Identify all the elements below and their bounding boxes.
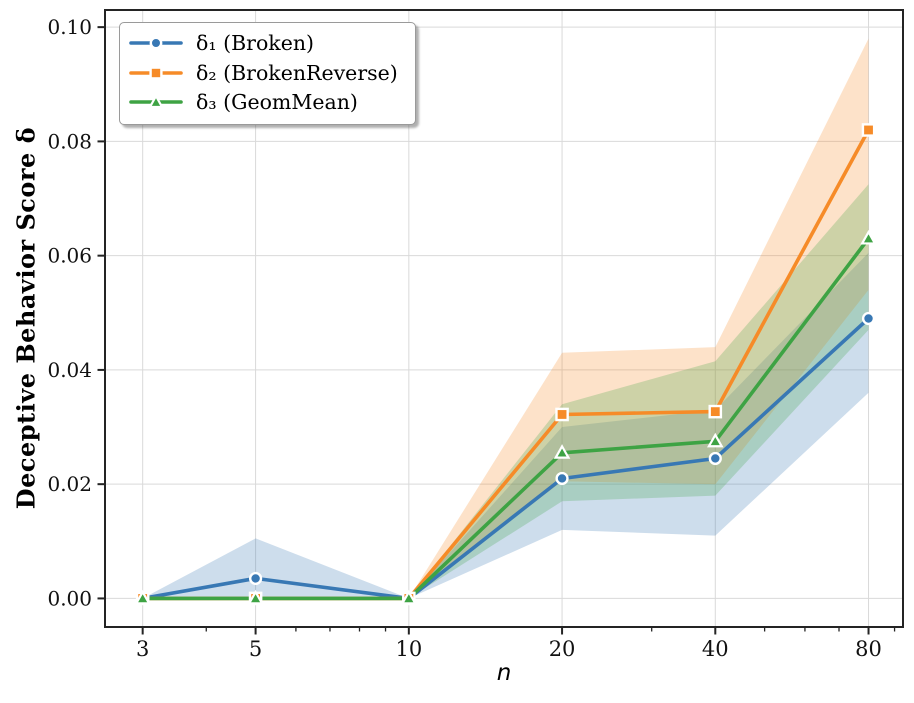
x-tick-label: 20	[549, 637, 576, 661]
y-tick-label: 0.08	[47, 129, 92, 153]
legend-key-triangle-icon	[129, 94, 183, 109]
data-line-series-2	[140, 236, 871, 601]
data-line-series-0	[140, 316, 871, 601]
confidence-band-series-1	[142, 38, 869, 599]
y-tick-label: 0.04	[47, 358, 92, 382]
y-tick-label: 0.10	[47, 15, 92, 39]
axes-spines	[104, 9, 904, 628]
legend-item-series-1: δ₂ (BrokenReverse)	[129, 60, 398, 85]
x-tick-label: 10	[395, 637, 422, 661]
x-tick-label: 3	[136, 637, 149, 661]
tick-labels: 0.00 0.02 0.04 0.06 0.08 0.10 3 5 10 20 40 80	[47, 15, 881, 661]
x-tick-label: 80	[855, 637, 882, 661]
y-tick-label: 0.06	[47, 244, 92, 268]
confidence-band-series-0	[142, 252, 869, 599]
legend-label: δ₂ (BrokenReverse)	[196, 60, 398, 85]
legend-key-square-icon	[129, 66, 183, 80]
y-axis-label: Deceptive Behavior Score δ	[11, 126, 41, 510]
x-tick-label: 5	[249, 637, 262, 661]
x-tick-label: 40	[702, 637, 729, 661]
x-axis-label: n	[496, 660, 512, 686]
legend-label: δ₃ (GeomMean)	[196, 90, 358, 115]
legend: δ₁ (Broken) δ₂ (BrokenReverse) δ₃ (GeomMea…	[119, 22, 416, 125]
markers-series-2	[134, 229, 877, 605]
confidence-band-series-2	[142, 184, 869, 599]
tick-marks	[97, 26, 896, 635]
y-tick-label: 0.02	[47, 472, 92, 496]
legend-item-series-0: δ₁ (Broken)	[129, 32, 398, 55]
legend-item-series-2: δ₃ (GeomMean)	[129, 91, 398, 114]
legend-label: δ₁ (Broken)	[196, 31, 315, 55]
y-tick-label: 0.00	[47, 586, 92, 610]
legend-key-circle-icon	[129, 36, 183, 50]
